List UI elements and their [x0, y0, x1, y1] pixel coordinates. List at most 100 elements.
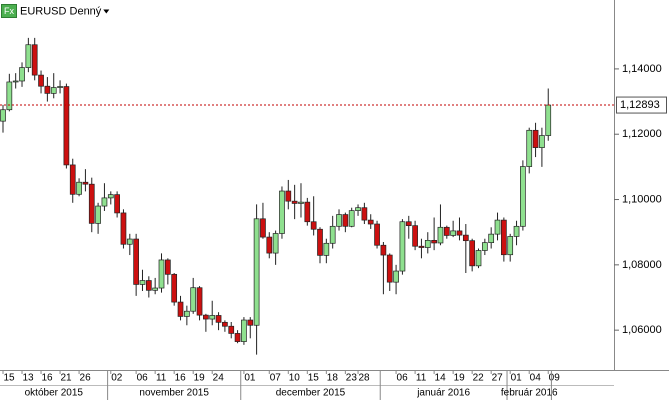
x-tick-label: 01 — [511, 373, 523, 384]
candle-body — [6, 81, 13, 111]
candle-body — [443, 226, 450, 236]
candle-body — [355, 207, 361, 211]
candle-body — [374, 223, 380, 246]
candle-body — [253, 218, 260, 326]
candle-body — [424, 240, 431, 248]
candle-body — [44, 85, 51, 94]
candle-body — [272, 233, 279, 254]
candle-body — [63, 86, 70, 166]
candle-body — [31, 44, 38, 76]
y-tick-label: 1,14000 — [622, 63, 662, 75]
badge: Fx — [4, 6, 14, 16]
candle-body — [501, 219, 507, 256]
candle-body — [95, 205, 101, 224]
candle-body — [279, 190, 285, 234]
candle-body — [228, 325, 235, 334]
candle-body — [133, 238, 139, 285]
candle-body — [222, 321, 228, 327]
candle-body — [298, 201, 304, 204]
y-tick-label: 1,10000 — [622, 193, 662, 205]
month-label: október 2015 — [25, 388, 84, 399]
x-tick-label: 07 — [270, 373, 282, 384]
candle-body — [545, 104, 552, 136]
candle-body — [488, 233, 495, 243]
last-price-box — [616, 96, 667, 114]
candle-body — [469, 240, 476, 267]
candle-body — [215, 315, 222, 323]
candle-body — [25, 44, 32, 68]
candle-body — [494, 219, 501, 235]
x-tick-label: 02 — [111, 373, 123, 384]
candle-body — [234, 333, 241, 342]
x-tick-label: 13 — [22, 373, 34, 384]
x-tick-label: 14 — [435, 373, 447, 384]
last-price-label: 1,12893 — [620, 99, 660, 111]
candle-body — [57, 86, 63, 88]
candle-body — [203, 314, 209, 320]
candle-body — [304, 201, 311, 223]
candle-body — [184, 310, 190, 317]
x-tick-label: 16 — [41, 373, 53, 384]
candle-body — [393, 270, 399, 283]
x-tick-label: 21 — [60, 373, 72, 384]
candle-body — [152, 287, 159, 291]
x-tick-label: 19 — [454, 373, 466, 384]
x-tick-label: 01 — [244, 373, 256, 384]
candle-body — [386, 254, 393, 283]
candle-body — [317, 228, 323, 256]
candle-body — [88, 183, 95, 224]
y-tick-label: 1,06000 — [622, 324, 662, 336]
badge-box — [1, 4, 17, 18]
dropdown-caret[interactable] — [103, 9, 110, 14]
candle-body — [120, 212, 127, 245]
candle-body — [348, 210, 355, 227]
candle-body — [532, 129, 539, 148]
candle-body — [139, 280, 146, 285]
candle-body — [101, 197, 108, 207]
candle-body — [190, 287, 197, 312]
candle-body — [462, 234, 469, 242]
candle-body — [520, 166, 526, 227]
candle-body — [241, 319, 247, 342]
candle-body — [367, 219, 374, 225]
candle-body — [0, 109, 6, 122]
candle-body — [539, 135, 545, 148]
month-label: január 2016 — [416, 388, 470, 399]
x-tick-label: 27 — [492, 373, 504, 384]
x-tick-label: 06 — [137, 373, 149, 384]
candle-body — [450, 230, 456, 236]
candle-body — [399, 221, 406, 272]
candle-body — [19, 67, 25, 82]
chart-title: EURUSD Denný — [20, 5, 102, 17]
candle-body — [196, 287, 203, 316]
candle-body — [82, 181, 89, 185]
candle-body — [310, 221, 317, 230]
candle-body — [380, 244, 387, 256]
x-tick-label: 18 — [327, 373, 339, 384]
x-tick-label: 06 — [397, 373, 409, 384]
x-tick-label: 15 — [3, 373, 15, 384]
y-tick-label: 1,08000 — [622, 259, 662, 271]
x-tick-label: 11 — [156, 373, 167, 384]
candle-body — [164, 259, 171, 275]
candle-body — [50, 87, 57, 94]
candle-body — [126, 238, 133, 245]
candle-body — [336, 214, 342, 227]
x-tick-label: 09 — [549, 373, 561, 384]
candle-body — [323, 242, 330, 256]
candle-body — [361, 207, 368, 221]
candle-body — [513, 225, 520, 237]
candle-body — [329, 225, 336, 244]
x-tick-label: 16 — [175, 373, 187, 384]
candle-body — [456, 230, 463, 236]
candle-body — [12, 80, 19, 83]
x-tick-label: 15 — [308, 373, 320, 384]
x-tick-label: 24 — [213, 373, 225, 384]
candle-body — [260, 218, 266, 238]
candle-body — [266, 236, 273, 254]
candle-body — [507, 236, 514, 256]
candle-body — [114, 194, 120, 214]
candle-body — [285, 190, 292, 202]
